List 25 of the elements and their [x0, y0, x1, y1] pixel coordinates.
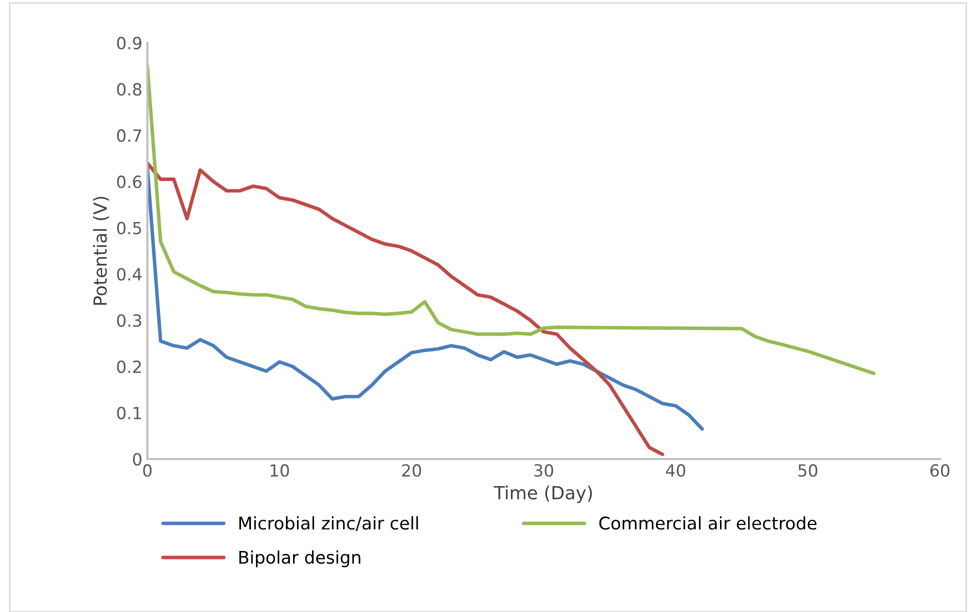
- y-tick-label: 0.8: [117, 83, 142, 96]
- y-tick-label: 0.7: [117, 129, 142, 142]
- y-tick-label: 0.9: [117, 36, 142, 50]
- x-tick-label: 10: [270, 464, 289, 477]
- y-tick-label: 0.3: [117, 314, 142, 327]
- y-tick-label: 0.4: [117, 268, 142, 281]
- x-tick-label: 30: [534, 464, 554, 477]
- line-series: [147, 161, 664, 456]
- y-tick-label: 0.2: [117, 360, 141, 374]
- y-tick-label: 0: [133, 452, 142, 466]
- x-tick-label: 60: [930, 464, 950, 477]
- x-tick-label: 20: [402, 464, 422, 477]
- legend-label: Microbial zinc/air cell: [239, 516, 418, 532]
- y-tick-label: 0.5: [117, 222, 142, 234]
- line-series: [147, 166, 704, 431]
- line-series: [147, 64, 876, 376]
- x-tick-label: 50: [798, 464, 818, 477]
- legend-label: Bipolar design: [239, 550, 360, 568]
- legend-label: Commercial air electrode: [599, 516, 816, 530]
- y-tick-label: 0.6: [117, 176, 142, 188]
- y-axis-title: Potential (V): [92, 196, 110, 305]
- x-axis-title: Time (Day): [494, 486, 592, 504]
- x-tick-label: 40: [666, 464, 686, 477]
- x-tick-label: 0: [143, 464, 152, 477]
- y-tick-label: 0.1: [117, 406, 141, 420]
